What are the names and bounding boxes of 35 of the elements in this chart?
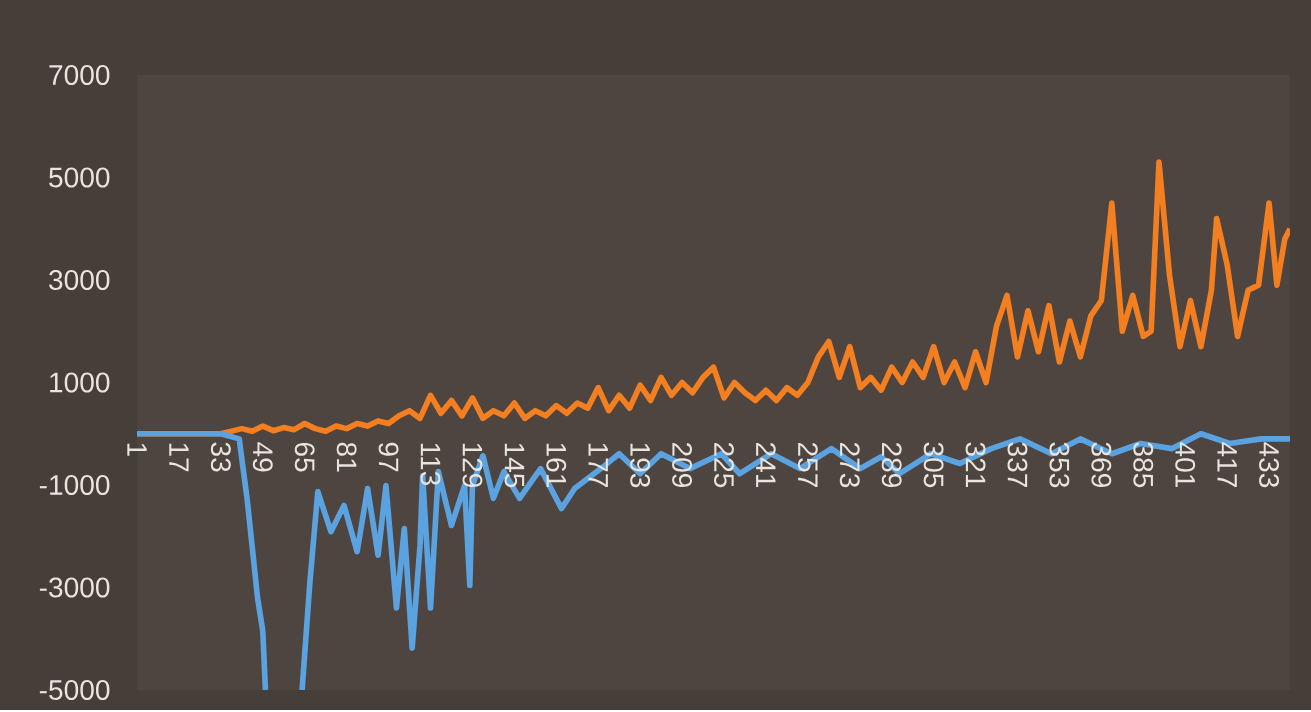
x-tick-label: 433	[1259, 442, 1279, 488]
x-tick-label: 113	[420, 443, 441, 486]
x-tick-label: 289	[881, 443, 902, 488]
x-tick-label: 417	[1217, 442, 1237, 488]
x-tick-label: 17	[169, 443, 189, 472]
x-tick-label: 1	[127, 443, 147, 456]
x-tick-label: 209	[672, 443, 693, 488]
x-tick-label: 225	[714, 443, 734, 488]
x-tick-label: 257	[797, 443, 818, 488]
x-tick-label: 145	[504, 443, 525, 488]
x-tick-label: 241	[756, 443, 776, 488]
x-tick-label: 97	[378, 442, 399, 472]
x-tick-label: 65	[294, 443, 315, 472]
x-tick-label: 49	[252, 442, 273, 472]
x-tick-label: 33	[210, 442, 231, 472]
x-tick-label: 401	[1175, 442, 1196, 488]
x-tick-label: 385	[1133, 442, 1154, 488]
x-tick-label: 273	[839, 443, 860, 488]
x-tick-label: 177	[588, 443, 608, 488]
x-tick-label: 81	[336, 442, 357, 472]
x-tick-label: 353	[1049, 442, 1070, 488]
y-tick-label: 5000	[49, 167, 110, 188]
x-tick-label: 305	[923, 442, 944, 488]
y-tick-label: 7000	[49, 65, 110, 86]
x-tick-label: 129	[462, 443, 483, 488]
x-tick-label: 161	[546, 443, 567, 488]
x-tick-label: 337	[1007, 442, 1028, 488]
y-tick-label: 3000	[49, 270, 110, 291]
y-tick-label: -3000	[39, 577, 110, 598]
y-tick-label: -5000	[39, 680, 110, 701]
y-tick-label: 1000	[50, 372, 110, 393]
x-tick-label: 369	[1091, 442, 1112, 488]
x-tick-label: 321	[965, 442, 986, 488]
x-tick-label: 193	[630, 443, 651, 488]
y-tick-label: -1000	[39, 475, 110, 496]
